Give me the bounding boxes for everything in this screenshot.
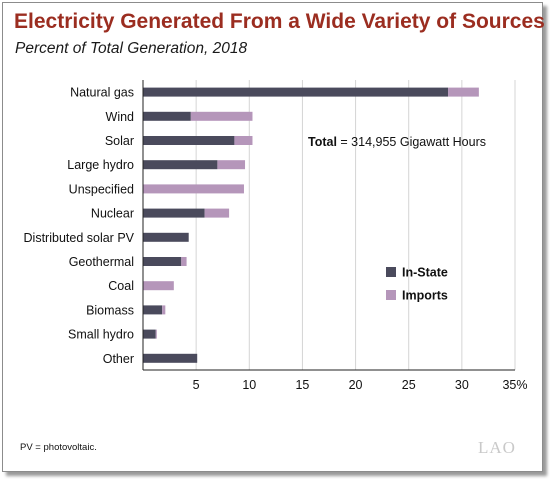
bars: [143, 87, 479, 363]
bar-instate-2: [143, 136, 235, 145]
bar-imports-4: [143, 184, 244, 194]
legend-label-0: In-State: [402, 266, 448, 280]
x-tick-labels: 5 10 15 20 25 30 35%: [193, 378, 528, 392]
bar-instate-0: [143, 87, 449, 97]
x-tick-label-3: 20: [349, 378, 363, 392]
chart-subtitle: Percent of Total Generation, 2018: [15, 40, 248, 57]
bar-imports-2: [234, 136, 253, 145]
bar-instate-9: [143, 305, 163, 315]
category-label-1: Wind: [106, 110, 135, 124]
x-tick-label-last: 35%: [502, 378, 527, 392]
bar-instate-11: [143, 353, 198, 363]
chart-title: Electricity Generated From a Wide Variet…: [14, 10, 545, 33]
category-label-8: Coal: [108, 279, 134, 293]
legend-label-1: Imports: [402, 289, 448, 303]
total-label-bold: Total: [308, 135, 337, 149]
category-label-4: Unspecified: [69, 182, 134, 196]
x-tick-label-0: 5: [193, 378, 200, 392]
bar-imports-8: [143, 281, 174, 291]
total-label-value: = 314,955 Gigawatt Hours: [337, 135, 486, 149]
total-annotation: Total = 314,955 Gigawatt Hours: [308, 135, 486, 149]
category-label-5: Nuclear: [91, 207, 134, 221]
category-label-9: Biomass: [86, 303, 134, 317]
bar-imports-1: [190, 111, 253, 121]
x-tick-label-1: 10: [242, 378, 256, 392]
gridlines: [195, 80, 516, 370]
category-labels: Natural gas Wind Solar Large hydro Unspecifi…: [24, 86, 135, 366]
bar-imports-0: [448, 87, 479, 97]
category-label-2: Solar: [105, 134, 134, 148]
category-label-10: Small hydro: [68, 328, 134, 342]
bar-instate-1: [143, 111, 191, 121]
footnote: PV = photovoltaic.: [20, 442, 97, 453]
legend-swatch-0: [386, 267, 396, 277]
category-label-3: Large hydro: [67, 158, 134, 172]
category-label-6: Distributed solar PV: [24, 231, 135, 245]
bar-instate-3: [143, 160, 218, 170]
bar-instate-7: [143, 257, 182, 266]
bar-imports-9: [162, 305, 166, 315]
x-tick-label-5: 30: [455, 378, 469, 392]
chart-frame: [2, 2, 543, 472]
legend-swatch-1: [386, 290, 396, 300]
x-tick-label-2: 15: [295, 378, 309, 392]
lao-logo: LAO: [478, 438, 516, 457]
bar-instate-5: [143, 208, 205, 218]
bar-instate-6: [143, 232, 189, 242]
bar-imports-5: [204, 208, 230, 218]
bar-imports-7: [181, 257, 187, 266]
legend: In-State Imports: [386, 266, 448, 303]
bar-imports-3: [217, 160, 246, 170]
bar-instate-10: [143, 329, 156, 339]
x-tick-label-4: 25: [402, 378, 416, 392]
bar-imports-10: [155, 329, 157, 339]
category-label-7: Geothermal: [69, 255, 134, 269]
category-label-0: Natural gas: [70, 86, 134, 100]
category-label-11: Other: [103, 352, 134, 366]
